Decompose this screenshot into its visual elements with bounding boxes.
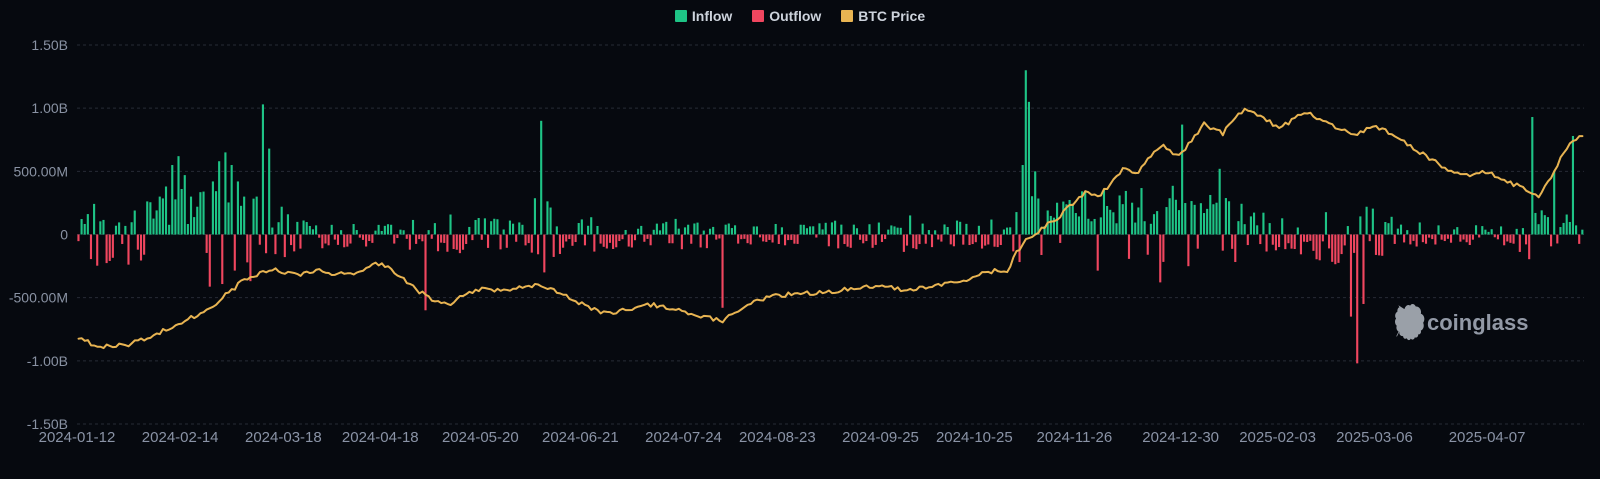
svg-text:2024-01-12: 2024-01-12	[39, 429, 116, 446]
svg-text:2024-06-21: 2024-06-21	[542, 429, 619, 446]
svg-text:2024-11-26: 2024-11-26	[1037, 429, 1113, 446]
svg-text:2024-05-20: 2024-05-20	[442, 429, 519, 446]
svg-text:2024-10-25: 2024-10-25	[936, 429, 1013, 446]
svg-text:-1.00B: -1.00B	[27, 353, 68, 369]
svg-text:-500.00M: -500.00M	[9, 290, 68, 306]
svg-text:0: 0	[60, 227, 68, 243]
svg-text:coinglass: coinglass	[1427, 310, 1528, 335]
svg-text:2025-03-06: 2025-03-06	[1336, 429, 1413, 446]
svg-text:500.00M: 500.00M	[14, 163, 68, 179]
svg-text:2024-07-24: 2024-07-24	[645, 429, 722, 446]
svg-text:1.00B: 1.00B	[31, 100, 68, 116]
svg-text:2025-02-03: 2025-02-03	[1239, 429, 1316, 446]
svg-text:2024-03-18: 2024-03-18	[245, 429, 322, 446]
svg-text:1.50B: 1.50B	[31, 37, 68, 53]
svg-text:2024-04-18: 2024-04-18	[342, 429, 419, 446]
svg-text:2024-02-14: 2024-02-14	[142, 429, 219, 446]
svg-text:2024-09-25: 2024-09-25	[842, 429, 919, 446]
svg-text:2024-08-23: 2024-08-23	[739, 429, 816, 446]
svg-text:2025-04-07: 2025-04-07	[1449, 429, 1526, 446]
svg-text:2024-12-30: 2024-12-30	[1142, 429, 1219, 446]
